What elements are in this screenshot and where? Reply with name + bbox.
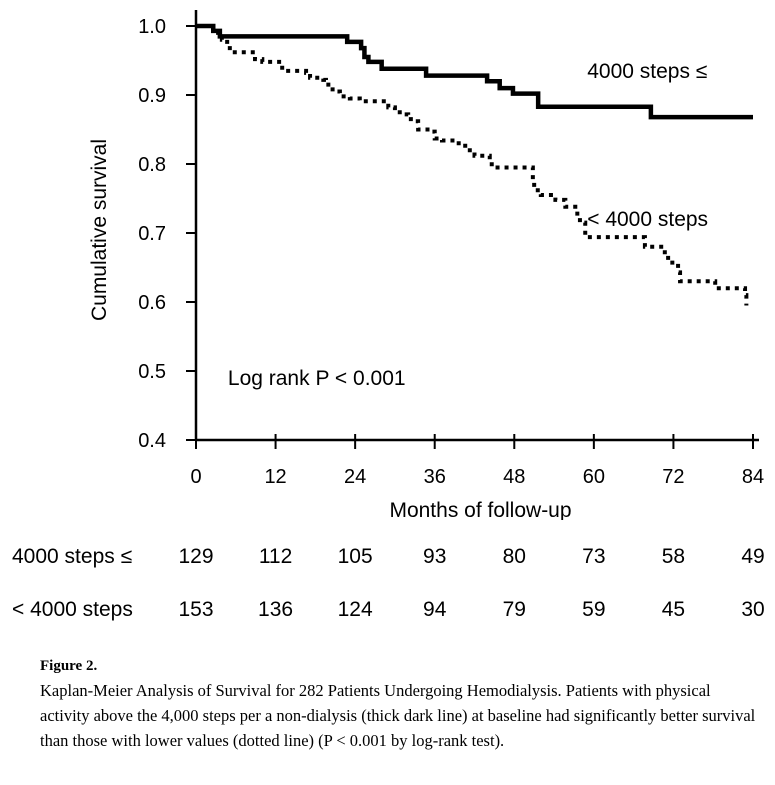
risk-value: 73: [582, 545, 606, 568]
survival-curve-low-steps: [196, 24, 749, 306]
y-tick-label: 0.6: [138, 292, 166, 314]
y-tick-label: 0.4: [138, 430, 166, 452]
y-axis-ticks: 0.4 0.5 0.6 0.7 0.8 0.9 1.0: [138, 16, 196, 452]
risk-value: 136: [258, 598, 294, 621]
risk-value: 30: [741, 598, 765, 621]
x-tick-label: 12: [264, 466, 286, 488]
risk-value: 58: [661, 545, 686, 568]
risk-value: 80: [502, 545, 526, 568]
x-axis-ticks: 0 12 24 36 48 60 72 84: [190, 434, 764, 488]
log-rank-annotation: Log rank P < 0.001: [228, 367, 406, 390]
risk-value: 94: [423, 598, 447, 621]
figure-caption: Figure 2. Kaplan-Meier Analysis of Survi…: [40, 656, 760, 753]
caption-title: Figure 2.: [40, 658, 98, 674]
x-axis-title: Months of follow-up: [389, 499, 571, 520]
kaplan-meier-chart: 0 12 24 36 48 60 72 84 0.4 0.5 0.6 0.7 0.8 0.9 1.0 Mo…: [88, 10, 764, 520]
y-tick-label: 0.8: [138, 154, 166, 176]
x-tick-label: 60: [583, 466, 605, 488]
y-axis-title: Cumulative survival: [88, 139, 111, 321]
risk-row-low-steps: < 4000 steps 153 136 124 94 79 59 45 30: [0, 598, 775, 628]
y-tick-label: 1.0: [138, 16, 166, 38]
x-tick-label: 48: [503, 466, 525, 488]
y-tick-label: 0.5: [138, 361, 166, 383]
risk-value: 93: [423, 545, 447, 568]
x-tick-label: 24: [344, 466, 366, 488]
risk-value: 45: [661, 598, 686, 621]
risk-value: 129: [178, 545, 214, 568]
risk-value: 79: [502, 598, 526, 621]
y-tick-label: 0.9: [138, 85, 166, 107]
risk-value: 105: [337, 545, 373, 568]
risk-value: 59: [582, 598, 606, 621]
x-tick-label: 84: [742, 466, 764, 488]
risk-value: 153: [178, 598, 214, 621]
y-tick-label: 0.7: [138, 223, 166, 245]
survival-curve-high-steps: [196, 23, 753, 120]
risk-row-label: 4000 steps ≤: [12, 545, 133, 568]
series-label-low-steps: < 4000 steps: [587, 208, 708, 231]
x-tick-label: 36: [424, 466, 446, 488]
axes: [194, 10, 759, 442]
caption-text: Kaplan-Meier Analysis of Survival for 28…: [40, 681, 756, 750]
series-layer: [196, 23, 753, 306]
risk-row-high-steps: 4000 steps ≤ 129 112 105 93 80 73 58 49: [0, 545, 775, 575]
risk-row-label: < 4000 steps: [12, 598, 133, 621]
x-tick-label: 72: [662, 466, 684, 488]
series-label-high-steps: 4000 steps ≤: [587, 60, 707, 83]
x-tick-label: 0: [190, 466, 201, 488]
risk-value: 124: [337, 598, 373, 621]
risk-value: 112: [258, 545, 293, 568]
risk-value: 49: [741, 545, 765, 568]
